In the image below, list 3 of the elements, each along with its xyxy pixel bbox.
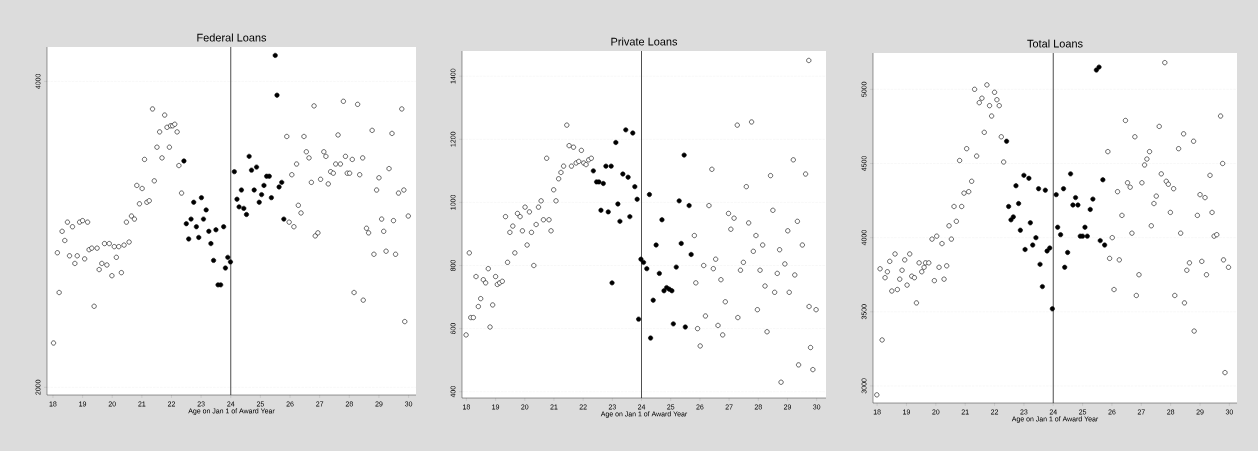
- chart-title: Total Loans: [1027, 39, 1083, 48]
- chart-title: Private Loans: [611, 37, 678, 46]
- chart-title: Federal Loans: [197, 33, 267, 42]
